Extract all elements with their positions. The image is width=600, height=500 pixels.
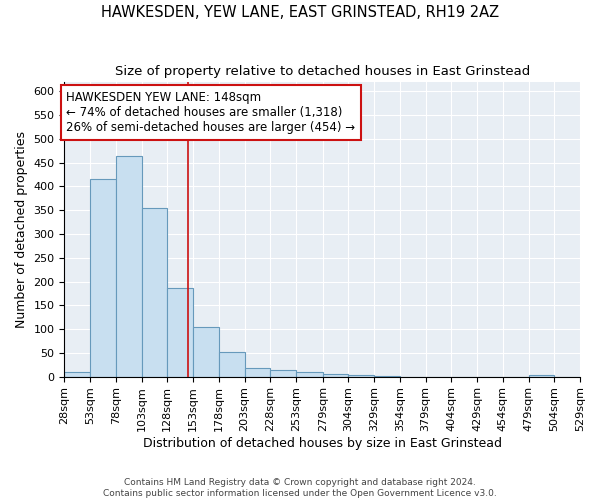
Text: HAWKESDEN, YEW LANE, EAST GRINSTEAD, RH19 2AZ: HAWKESDEN, YEW LANE, EAST GRINSTEAD, RH1…: [101, 5, 499, 20]
Y-axis label: Number of detached properties: Number of detached properties: [15, 131, 28, 328]
Bar: [349, 375, 374, 376]
Bar: [142, 208, 167, 376]
Bar: [529, 375, 554, 376]
Bar: [323, 374, 349, 376]
Bar: [64, 372, 90, 376]
X-axis label: Distribution of detached houses by size in East Grinstead: Distribution of detached houses by size …: [143, 437, 502, 450]
Title: Size of property relative to detached houses in East Grinstead: Size of property relative to detached ho…: [115, 65, 530, 78]
Bar: [296, 372, 323, 376]
Bar: [193, 326, 219, 376]
Bar: [90, 180, 116, 376]
Bar: [167, 288, 193, 376]
Text: Contains HM Land Registry data © Crown copyright and database right 2024.
Contai: Contains HM Land Registry data © Crown c…: [103, 478, 497, 498]
Text: HAWKESDEN YEW LANE: 148sqm
← 74% of detached houses are smaller (1,318)
26% of s: HAWKESDEN YEW LANE: 148sqm ← 74% of deta…: [67, 91, 356, 134]
Bar: [219, 352, 245, 376]
Bar: [116, 156, 142, 376]
Bar: [270, 370, 296, 376]
Bar: [245, 368, 270, 376]
